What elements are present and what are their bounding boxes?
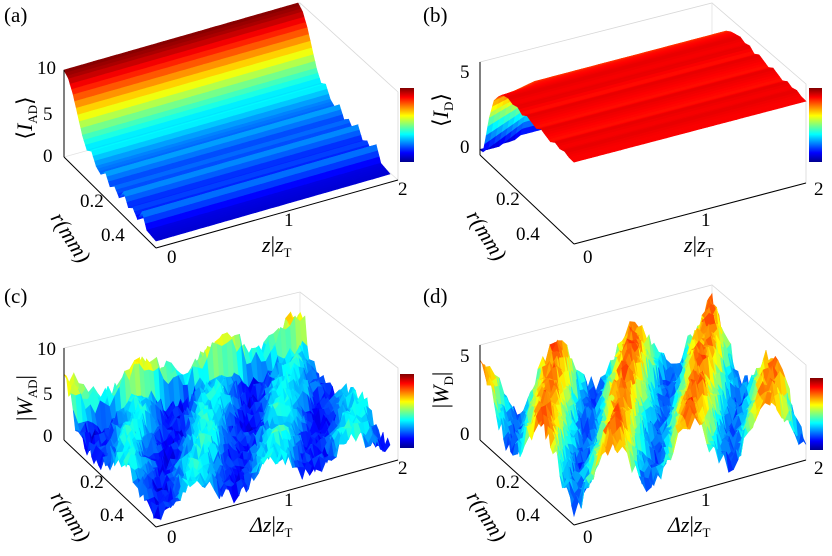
panel-label-c: (c) xyxy=(4,284,27,308)
surface-b xyxy=(479,30,807,163)
colorbar-a xyxy=(400,88,414,162)
z-tick-label: 0 xyxy=(43,146,53,167)
x-tick-label: 2 xyxy=(398,179,408,200)
colorbar-b xyxy=(809,88,822,162)
x-tick-label: 1 xyxy=(284,210,294,231)
r-tick-label: 0.2 xyxy=(80,191,104,212)
x-axis-label-a: z|zT xyxy=(261,232,292,260)
r-tick-label: 0.4 xyxy=(516,224,540,245)
z-tick-label: 0 xyxy=(460,137,470,158)
x-tick-label: 2 xyxy=(814,179,824,200)
z-tick-label: 5 xyxy=(460,62,470,83)
panel-label-b: (b) xyxy=(423,3,448,27)
r-tick-label: 0.2 xyxy=(496,189,520,210)
surface-a xyxy=(63,2,391,242)
r-axis-label-a: r(mm) xyxy=(46,207,96,267)
x-tick-label: 0 xyxy=(167,247,177,268)
r-axis-label-b: r(mm) xyxy=(462,205,512,265)
z-tick-label: 5 xyxy=(43,104,53,125)
panel-b: (b) 5 0 0.2 0.4 0 1 2 ⟨ID⟩ r(mm) z|zT xyxy=(423,2,824,268)
x-tick-label: 0 xyxy=(583,247,593,268)
panel-a: (a) 10 5 0 0.2 0.4 0 1 2 ⟨IAD⟩ r(mm) z|z… xyxy=(4,2,414,268)
x-tick-label: 1 xyxy=(701,210,711,231)
x-axis-label-b: z|zT xyxy=(683,232,714,260)
panel-c: (c) 10 5 0 0.2 0.4 0 1 2 |WAD| r(mm) Δz|… xyxy=(4,284,414,548)
z-tick-label: 10 xyxy=(37,58,56,79)
value-axis-label-b: ⟨ID⟩ xyxy=(428,93,456,127)
value-axis-label-a: ⟨IAD⟩ xyxy=(12,96,40,139)
r-tick-label: 0.4 xyxy=(101,225,125,246)
panel-label-a: (a) xyxy=(4,3,27,27)
surface-c xyxy=(63,311,391,521)
